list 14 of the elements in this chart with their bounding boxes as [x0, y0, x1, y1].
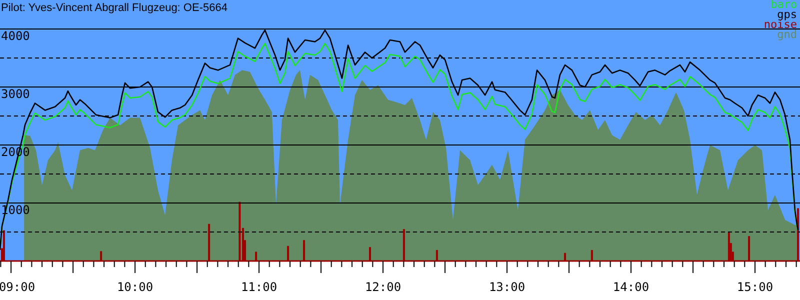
text: baro: [770, 0, 797, 11]
x-tick-label: 09:00: [0, 280, 36, 294]
text: gnd: [777, 28, 797, 41]
text: noise: [764, 18, 797, 31]
text: gps: [777, 8, 797, 21]
x-tick-label: 10:00: [116, 280, 154, 294]
x-tick-label: 11:00: [240, 280, 278, 294]
chart-title: Pilot: Yves-Vincent Abgrall Flugzeug: OE-5664: [1, 2, 228, 14]
x-tick-label: 13:00: [488, 280, 526, 294]
y-tick-label: 4000: [1, 29, 30, 43]
x-tick-label: 12:00: [364, 280, 402, 294]
x-tick-label: 14:00: [612, 280, 650, 294]
y-tick-label: 3000: [1, 87, 30, 101]
x-tick-label: 15:00: [736, 280, 774, 294]
